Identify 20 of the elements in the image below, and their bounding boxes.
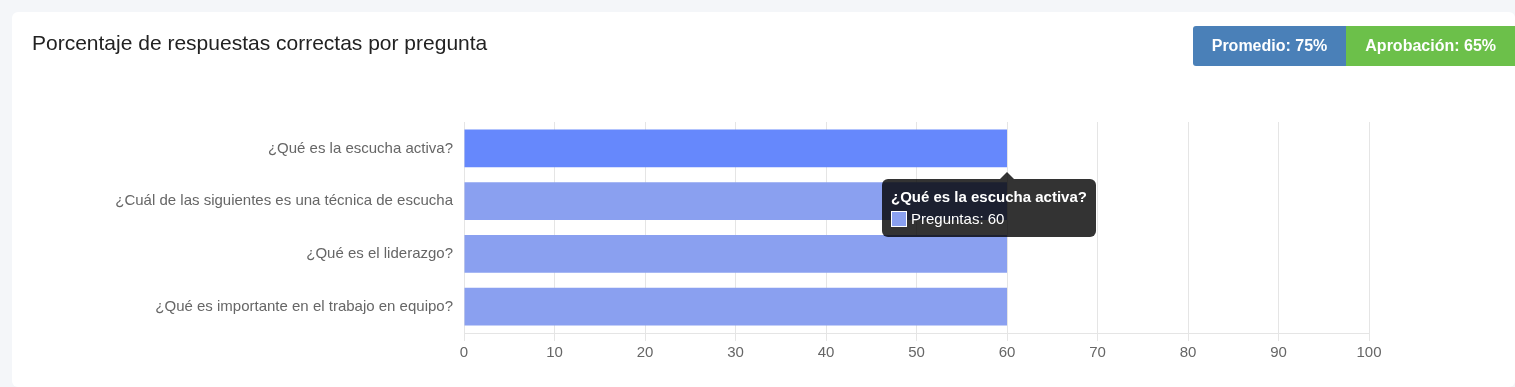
x-tick-label: 0 <box>459 343 469 361</box>
x-tick-label: 90 <box>1270 343 1287 361</box>
text: Porcentaje de respuestas correctas por pregunta <box>32 31 488 55</box>
y-tick-label: ¿Qué es el liderazgo? <box>306 244 453 262</box>
y-tick-label: ¿Qué es la escucha activa? <box>267 138 453 156</box>
x-tick-label: 30 <box>727 343 744 361</box>
annotation: Preguntas: 60 <box>911 209 1005 230</box>
x-tick-label: 60 <box>998 343 1016 361</box>
x-tick-label: 20 <box>636 343 654 361</box>
x-tick-label: 50 <box>908 343 925 361</box>
text: Aprobación: 65% <box>1346 26 1515 66</box>
text: Promedio: 75% <box>1192 26 1347 66</box>
x-tick-label: 70 <box>1089 343 1106 361</box>
y-tick-label: ¿Cuál de las siguientes es una técnica de escucha <box>115 191 454 209</box>
x-tick-label: 80 <box>1179 343 1197 361</box>
annotation: ¿Qué es la escucha activa? <box>891 187 1087 208</box>
x-tick-label: 100 <box>1356 343 1382 361</box>
x-tick-label: 40 <box>817 343 835 361</box>
y-tick-label: ¿Qué es importante en el trabajo en equipo? <box>155 296 453 314</box>
x-tick-label: 10 <box>546 343 563 361</box>
